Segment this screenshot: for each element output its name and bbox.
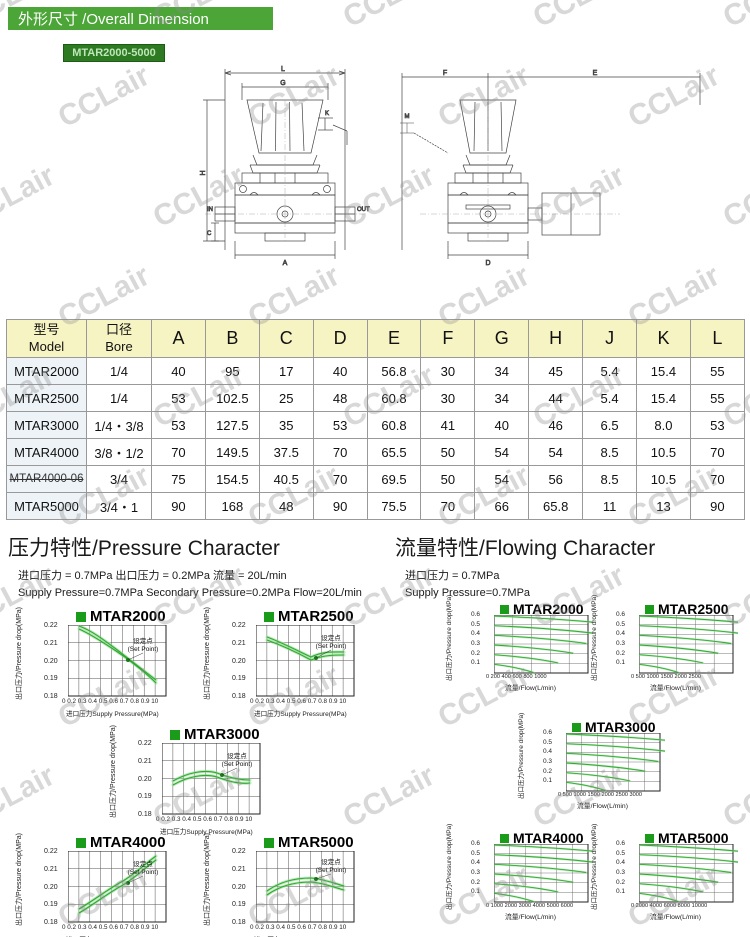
svg-text:设定点: 设定点 [133,859,153,868]
svg-text:设定点: 设定点 [133,636,153,645]
svg-text:(Set Point): (Set Point) [128,869,159,876]
svg-text:OUT: OUT [357,207,370,213]
svg-text:(Set Point): (Set Point) [316,867,347,874]
svg-text:C: C [207,231,212,237]
svg-text:E: E [593,70,598,77]
svg-text:IN: IN [207,207,213,213]
svg-text:(Set Point): (Set Point) [316,643,347,650]
svg-text:L: L [281,66,285,73]
svg-text:D: D [485,260,490,267]
svg-text:F: F [443,70,447,77]
svg-text:A: A [283,260,288,267]
svg-text:M: M [405,114,410,120]
svg-text:H: H [200,170,207,175]
svg-text:G: G [280,80,285,87]
svg-text:(Set Point): (Set Point) [222,761,253,768]
svg-text:设定点: 设定点 [321,857,341,866]
svg-text:设定点: 设定点 [227,751,247,760]
svg-text:设定点: 设定点 [321,633,341,642]
svg-text:K: K [325,111,329,117]
svg-text:(Set Point): (Set Point) [128,646,159,653]
